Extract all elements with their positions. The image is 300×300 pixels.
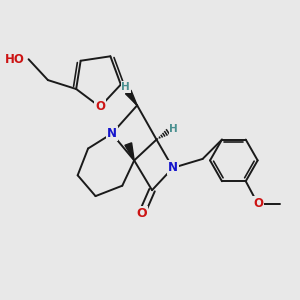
Text: N: N [107, 127, 117, 140]
Text: H: H [122, 82, 130, 92]
Text: O: O [95, 100, 105, 113]
Polygon shape [125, 90, 137, 105]
Text: H: H [169, 124, 178, 134]
Polygon shape [125, 143, 134, 160]
Text: HO: HO [5, 53, 25, 66]
Text: O: O [136, 208, 147, 220]
Text: O: O [253, 197, 263, 210]
Text: N: N [168, 161, 178, 174]
